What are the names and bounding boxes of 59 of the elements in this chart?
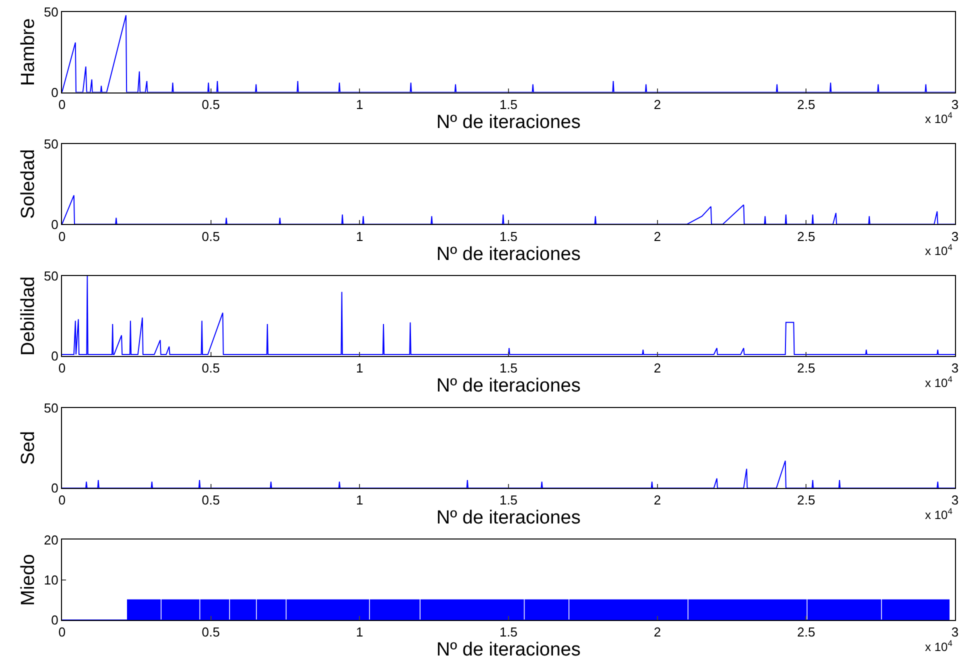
x-tick-label: 2.5 xyxy=(797,624,816,640)
x-tick-label: 1 xyxy=(356,360,364,376)
y-axis-title: Hambre xyxy=(18,18,39,86)
y-axis-title: Soledad xyxy=(18,149,39,219)
x-tick-label: 3 xyxy=(951,228,959,244)
text: x 10$^{4}$ xyxy=(925,506,953,522)
x-tick-label: 3 xyxy=(951,96,959,112)
x-tick-label: 1.5 xyxy=(499,228,518,244)
line-series xyxy=(62,194,955,224)
x-tick-label: 1.5 xyxy=(499,492,518,508)
x-tick-label: 0.5 xyxy=(202,96,220,112)
x-tick-label: 3 xyxy=(951,492,959,508)
x-tick-label: 2 xyxy=(654,624,661,640)
y-tick-label: 0 xyxy=(51,480,58,496)
x-axis-title: Nº de iteraciones xyxy=(436,112,581,133)
x-tick-label: 2 xyxy=(654,228,661,244)
y-tick-label: 10 xyxy=(44,572,58,588)
x-axis-title: Nº de iteraciones xyxy=(436,508,581,529)
y-tick-label: 0 xyxy=(51,84,58,100)
y-axis-title: Miedo xyxy=(18,554,39,606)
x-tick-label: 0.5 xyxy=(202,492,220,508)
x-tick-label: 0.5 xyxy=(202,360,220,376)
x-tick-label: 1 xyxy=(356,624,364,640)
text: x 10$^{4}$ xyxy=(925,110,953,126)
y-tick-label: 50 xyxy=(44,4,58,20)
y-axis-title: Debilidad xyxy=(18,276,39,356)
x-tick-label: 1 xyxy=(356,228,364,244)
y-tick-label: 20 xyxy=(44,532,58,548)
x-tick-label: 3 xyxy=(951,624,959,640)
x-tick-label: 2 xyxy=(654,96,661,112)
y-tick-label: 50 xyxy=(44,400,58,416)
x-tick-label: 1.5 xyxy=(499,360,518,376)
x-tick-label: 1.5 xyxy=(499,624,518,640)
x-tick-label: 2.5 xyxy=(797,228,816,244)
x-tick-label: 2 xyxy=(654,492,661,508)
x-axis-title: Nº de iteraciones xyxy=(436,376,581,397)
x-tick-label: 0.5 xyxy=(202,624,220,640)
y-tick-label: 0 xyxy=(51,612,58,628)
text: x 10$^{4}$ xyxy=(925,638,953,654)
y-axis-title: Sed xyxy=(18,431,39,465)
y-tick-label: 50 xyxy=(44,136,58,152)
y-tick-label: 0 xyxy=(51,216,58,232)
x-tick-label: 2.5 xyxy=(797,96,816,112)
x-tick-label: 0.5 xyxy=(202,228,220,244)
text: x 10$^{4}$ xyxy=(925,374,953,390)
x-tick-label: 1 xyxy=(356,96,364,112)
x-tick-label: 2 xyxy=(654,360,661,376)
y-tick-label: 50 xyxy=(44,268,58,284)
x-axis-title: Nº de iteraciones xyxy=(436,244,581,265)
x-tick-label: 3 xyxy=(951,360,959,376)
x-tick-label: 2.5 xyxy=(797,360,816,376)
x-axis-title: Nº de iteraciones xyxy=(436,640,581,661)
x-tick-label: 1.5 xyxy=(499,96,518,112)
x-tick-label: 1 xyxy=(356,492,364,508)
y-tick-label: 0 xyxy=(51,348,58,364)
x-tick-label: 2.5 xyxy=(797,492,816,508)
text: x 10$^{4}$ xyxy=(925,242,953,258)
line-series xyxy=(62,276,955,356)
line-series xyxy=(62,460,955,488)
